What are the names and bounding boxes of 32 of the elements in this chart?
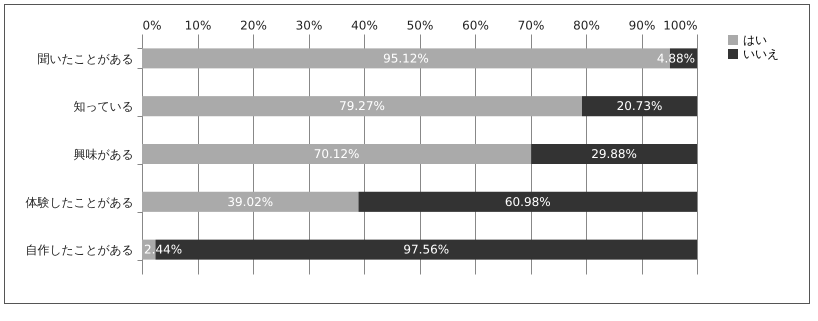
data-label: 20.73%	[616, 99, 662, 114]
data-label: 29.88%	[591, 147, 637, 161]
data-label: 95.12%	[383, 51, 429, 66]
x-tick-label: 30%	[296, 18, 322, 32]
y-tick-label: 体験したことがある	[26, 195, 134, 210]
bar	[142, 144, 532, 164]
bar	[142, 96, 582, 116]
data-label: 79.27%	[339, 99, 385, 114]
bar	[358, 192, 697, 212]
bar	[142, 192, 359, 212]
bar	[531, 144, 697, 164]
x-tick-label: 100%	[663, 18, 698, 32]
data-label: 39.02%	[227, 194, 274, 209]
legend-label: いいえ	[743, 47, 779, 61]
bar	[582, 96, 697, 116]
legend-label: はい	[743, 33, 767, 47]
x-tick-label: 40%	[351, 18, 378, 32]
y-tick-label: 聞いたことがある	[38, 52, 134, 66]
data-label: 70.12%	[314, 147, 360, 161]
y-tick-label: 自作したことがある	[26, 243, 134, 258]
x-tick-label: 20%	[240, 18, 267, 32]
x-tick-label: 80%	[573, 18, 600, 32]
x-tick-label: 10%	[184, 18, 212, 32]
x-tick-label: 0%	[142, 18, 162, 32]
y-tick-label: 興味がある	[74, 148, 134, 162]
x-tick-label: 60%	[462, 18, 489, 32]
y-tick-label: 知っている	[74, 100, 134, 114]
x-tick-label: 70%	[518, 18, 544, 32]
x-tick-label: 90%	[628, 18, 656, 32]
data-label: 60.98%	[504, 194, 551, 209]
data-label: 97.56%	[403, 242, 450, 257]
x-tick-label: 50%	[406, 18, 434, 32]
